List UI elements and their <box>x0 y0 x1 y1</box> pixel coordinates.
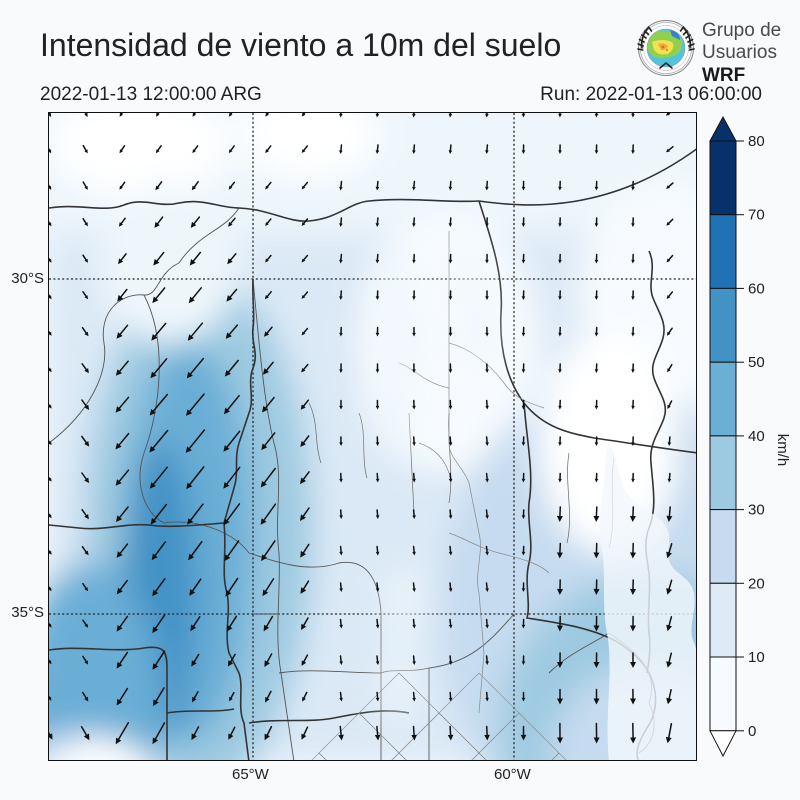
svg-text:0: 0 <box>748 723 756 740</box>
svg-text:10: 10 <box>748 649 765 666</box>
svg-text:20: 20 <box>748 575 765 592</box>
svg-text:50: 50 <box>748 354 765 371</box>
svg-text:80: 80 <box>748 133 765 150</box>
svg-text:70: 70 <box>748 207 765 224</box>
svg-text:60: 60 <box>748 280 765 297</box>
svg-text:40: 40 <box>748 428 765 445</box>
svg-text:km/h: km/h <box>774 434 791 467</box>
svg-text:30: 30 <box>748 502 765 519</box>
